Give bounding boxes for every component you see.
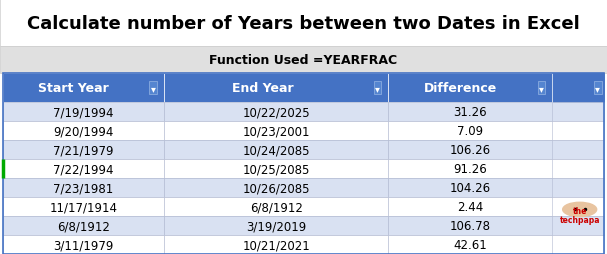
Text: 104.26: 104.26 xyxy=(450,181,491,194)
Text: 10/24/2085: 10/24/2085 xyxy=(242,144,310,156)
Text: 10/26/2085: 10/26/2085 xyxy=(242,181,310,194)
Bar xyxy=(3,235,604,254)
Bar xyxy=(3,197,164,216)
Bar xyxy=(3,160,604,178)
Bar xyxy=(164,160,388,178)
Text: ▾: ▾ xyxy=(151,83,155,93)
Bar xyxy=(3,141,164,160)
Text: 6/8/1912: 6/8/1912 xyxy=(57,219,110,232)
Bar xyxy=(164,178,388,197)
Text: 10/21/2021: 10/21/2021 xyxy=(242,238,310,251)
Bar xyxy=(164,103,388,122)
Bar xyxy=(388,216,552,235)
Text: 7/21/1979: 7/21/1979 xyxy=(53,144,114,156)
Bar xyxy=(388,178,552,197)
Bar xyxy=(3,178,604,197)
Text: ▾: ▾ xyxy=(539,83,544,93)
Text: 10/25/2085: 10/25/2085 xyxy=(243,163,310,176)
Text: 7.09: 7.09 xyxy=(457,125,484,138)
Bar xyxy=(3,216,604,235)
Text: 10/23/2001: 10/23/2001 xyxy=(242,125,310,138)
Text: 10/22/2025: 10/22/2025 xyxy=(242,106,310,119)
Bar xyxy=(3,103,604,122)
Bar xyxy=(388,103,552,122)
Bar xyxy=(3,178,164,197)
Bar xyxy=(3,235,164,254)
Text: ▾: ▾ xyxy=(595,83,600,93)
Bar xyxy=(3,74,164,103)
Bar xyxy=(388,235,552,254)
Bar xyxy=(388,74,552,103)
Bar xyxy=(3,122,164,141)
Text: 7/19/1994: 7/19/1994 xyxy=(53,106,114,119)
Bar xyxy=(388,141,552,160)
Text: 106.78: 106.78 xyxy=(450,219,491,232)
Text: Difference: Difference xyxy=(424,82,497,95)
Text: End Year: End Year xyxy=(232,82,294,95)
Bar xyxy=(3,74,604,254)
Text: Start Year: Start Year xyxy=(38,82,109,95)
Bar xyxy=(388,160,552,178)
Bar xyxy=(3,103,164,122)
Bar xyxy=(164,74,388,103)
Bar xyxy=(164,235,388,254)
Bar xyxy=(164,122,388,141)
Text: 9/20/1994: 9/20/1994 xyxy=(53,125,114,138)
Text: the
techpapa: the techpapa xyxy=(560,206,600,225)
Text: 6/8/1912: 6/8/1912 xyxy=(249,200,303,213)
Bar xyxy=(388,197,552,216)
Text: ▾: ▾ xyxy=(375,83,380,93)
Text: 7/22/1994: 7/22/1994 xyxy=(53,163,114,176)
Text: 2.44: 2.44 xyxy=(457,200,484,213)
Bar xyxy=(3,74,604,103)
Bar xyxy=(0,47,607,74)
Text: Calculate number of Years between two Dates in Excel: Calculate number of Years between two Da… xyxy=(27,14,580,33)
Bar xyxy=(3,160,164,178)
Bar xyxy=(3,197,604,216)
Text: 3/11/1979: 3/11/1979 xyxy=(53,238,114,251)
Text: 91.26: 91.26 xyxy=(453,163,487,176)
Bar xyxy=(3,216,164,235)
Bar xyxy=(164,141,388,160)
Text: 42.61: 42.61 xyxy=(453,238,487,251)
Text: Function Used =YEARFRAC: Function Used =YEARFRAC xyxy=(209,54,398,67)
Bar xyxy=(388,122,552,141)
Bar xyxy=(0,0,607,47)
Circle shape xyxy=(563,202,597,217)
Bar xyxy=(3,122,604,141)
Text: 31.26: 31.26 xyxy=(453,106,487,119)
Text: 3/19/2019: 3/19/2019 xyxy=(246,219,307,232)
Text: 106.26: 106.26 xyxy=(450,144,491,156)
Bar xyxy=(3,141,604,160)
Text: 11/17/1914: 11/17/1914 xyxy=(49,200,118,213)
Bar xyxy=(164,197,388,216)
Text: 7/23/1981: 7/23/1981 xyxy=(53,181,114,194)
Bar xyxy=(164,216,388,235)
